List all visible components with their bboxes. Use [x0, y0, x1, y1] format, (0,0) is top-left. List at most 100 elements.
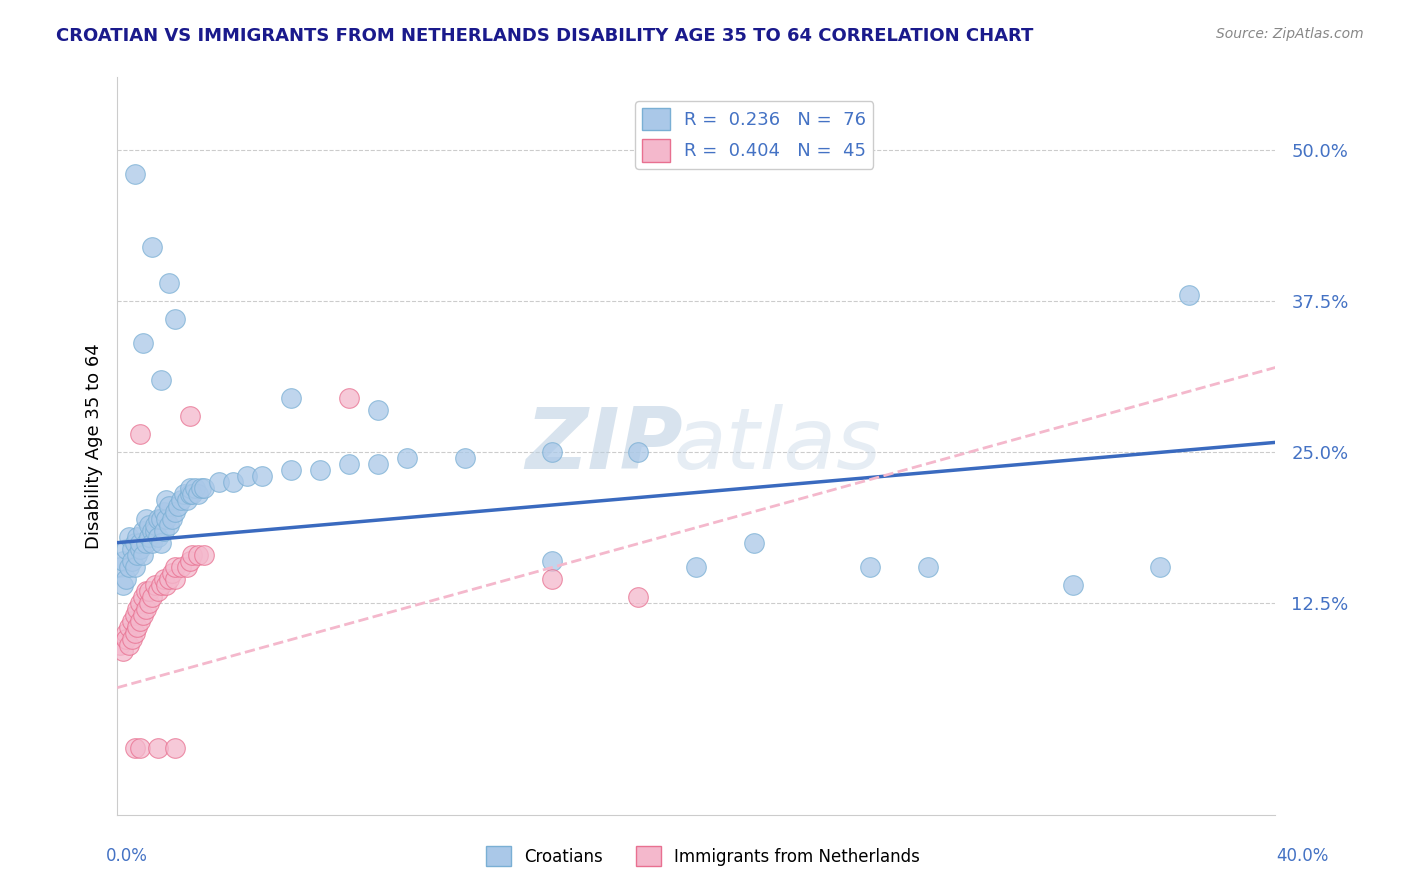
Point	[367, 457, 389, 471]
Point	[165, 506, 187, 520]
Point	[124, 535, 146, 549]
Point	[149, 372, 172, 386]
Point	[152, 524, 174, 538]
Point	[124, 559, 146, 574]
Point	[124, 741, 146, 756]
Point	[540, 554, 562, 568]
Point	[540, 445, 562, 459]
Point	[309, 463, 332, 477]
Point	[129, 535, 152, 549]
Point	[129, 741, 152, 756]
Legend: R =  0.236   N =  76, R =  0.404   N =  45: R = 0.236 N = 76, R = 0.404 N = 45	[636, 101, 873, 169]
Point	[1062, 578, 1084, 592]
Point	[132, 524, 155, 538]
Point	[149, 535, 172, 549]
Point	[132, 336, 155, 351]
Point	[152, 506, 174, 520]
Point	[143, 524, 166, 538]
Point	[138, 584, 160, 599]
Point	[207, 475, 229, 490]
Point	[111, 644, 134, 658]
Text: ZIP: ZIP	[524, 404, 682, 488]
Point	[280, 463, 302, 477]
Point	[121, 632, 143, 647]
Point	[121, 554, 143, 568]
Point	[165, 312, 187, 326]
Text: 0.0%: 0.0%	[105, 847, 148, 865]
Point	[193, 481, 215, 495]
Point	[127, 602, 149, 616]
Point	[121, 614, 143, 628]
Point	[149, 511, 172, 525]
Point	[190, 481, 212, 495]
Point	[917, 559, 939, 574]
Point	[127, 530, 149, 544]
Y-axis label: Disability Age 35 to 64: Disability Age 35 to 64	[86, 343, 103, 549]
Point	[124, 626, 146, 640]
Point	[187, 487, 209, 501]
Point	[173, 487, 195, 501]
Point	[135, 511, 157, 525]
Point	[115, 626, 138, 640]
Point	[179, 481, 201, 495]
Point	[160, 566, 183, 580]
Point	[152, 572, 174, 586]
Point	[395, 451, 418, 466]
Point	[141, 524, 163, 538]
Point	[132, 608, 155, 623]
Point	[115, 541, 138, 556]
Point	[129, 596, 152, 610]
Point	[118, 620, 141, 634]
Point	[176, 559, 198, 574]
Point	[138, 596, 160, 610]
Point	[157, 517, 180, 532]
Point	[146, 530, 169, 544]
Point	[179, 409, 201, 423]
Point	[181, 487, 204, 501]
Point	[222, 475, 245, 490]
Point	[155, 493, 177, 508]
Point	[742, 535, 765, 549]
Point	[138, 517, 160, 532]
Point	[146, 511, 169, 525]
Point	[132, 548, 155, 562]
Point	[146, 584, 169, 599]
Text: 40.0%: 40.0%	[1277, 847, 1329, 865]
Point	[165, 572, 187, 586]
Point	[179, 487, 201, 501]
Point	[121, 541, 143, 556]
Point	[157, 572, 180, 586]
Point	[540, 572, 562, 586]
Point	[118, 530, 141, 544]
Point	[108, 639, 131, 653]
Point	[118, 639, 141, 653]
Point	[337, 457, 360, 471]
Point	[1177, 288, 1199, 302]
Point	[627, 590, 650, 604]
Point	[129, 426, 152, 441]
Point	[124, 167, 146, 181]
Point	[367, 402, 389, 417]
Point	[146, 741, 169, 756]
Point	[129, 614, 152, 628]
Point	[165, 559, 187, 574]
Point	[453, 451, 475, 466]
Text: atlas: atlas	[673, 404, 882, 488]
Point	[184, 481, 207, 495]
Point	[115, 572, 138, 586]
Point	[236, 469, 259, 483]
Point	[1149, 559, 1171, 574]
Point	[187, 548, 209, 562]
Point	[115, 632, 138, 647]
Point	[170, 559, 193, 574]
Point	[250, 469, 273, 483]
Point	[165, 741, 187, 756]
Point	[143, 578, 166, 592]
Point	[141, 239, 163, 253]
Point	[193, 548, 215, 562]
Point	[108, 559, 131, 574]
Point	[127, 548, 149, 562]
Point	[155, 578, 177, 592]
Point	[124, 608, 146, 623]
Point	[179, 554, 201, 568]
